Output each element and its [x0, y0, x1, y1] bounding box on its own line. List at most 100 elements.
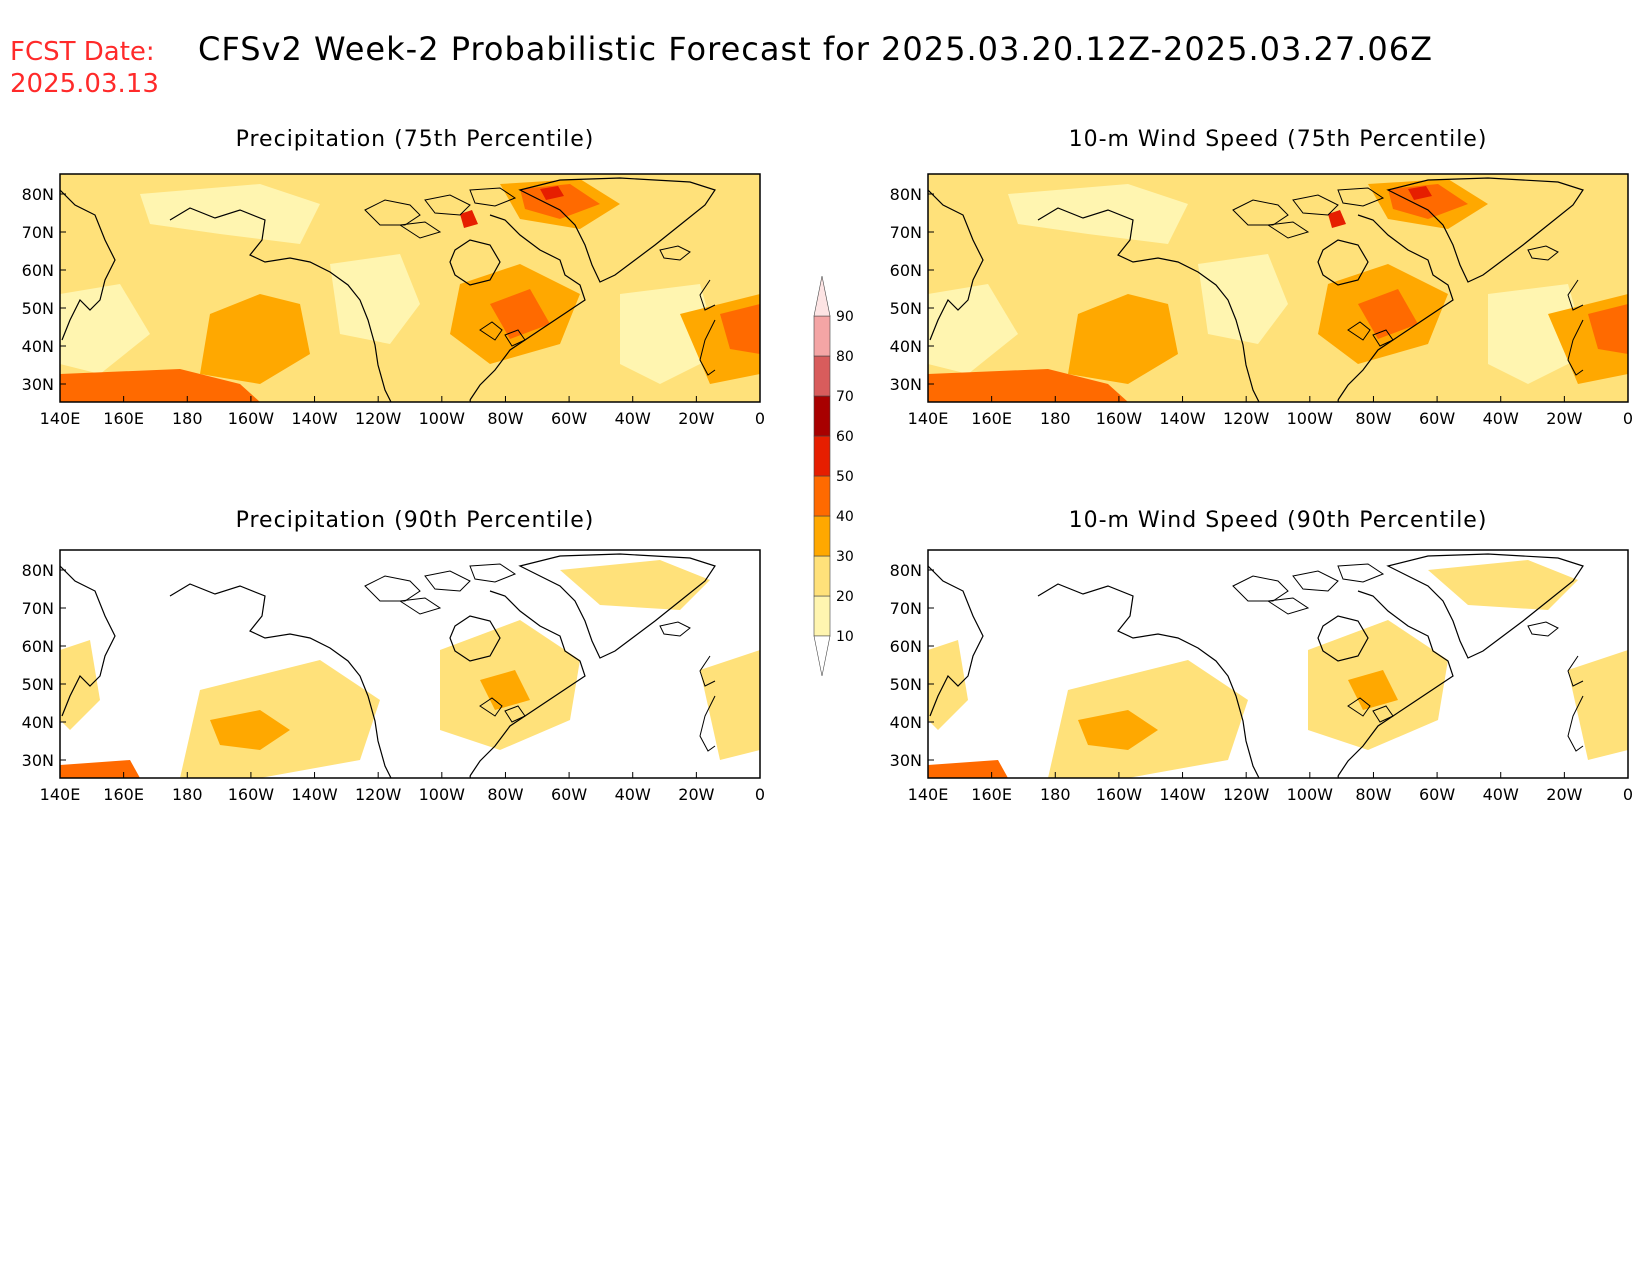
contour-fill: [60, 369, 260, 402]
colorbar-segment: [813, 555, 831, 597]
colorbar-segment: [813, 355, 831, 397]
lon-tick-label: 140E: [908, 409, 949, 428]
lat-tick-label: 80N: [22, 561, 54, 580]
lat-tick-label: 70N: [22, 223, 54, 242]
map-panel-p3: 80N 70N 60N 50N 40N 30N 140E 160E 180 160W 140W 120…: [22, 549, 765, 804]
colorbar-label: 20: [836, 589, 854, 605]
map-panel-p2: 80N 70N 60N 50N 40N 30N 140E 160E 180 160W 140W 120…: [890, 173, 1633, 428]
lat-tick-label: 60N: [22, 261, 54, 280]
colorbar-segment: [813, 515, 831, 557]
lon-tick-label: 160W: [228, 409, 275, 428]
forecast-date-label: FCST Date: 2025.03.13: [10, 36, 159, 100]
map-panel-p1: 80N 70N 60N 50N 40N 30N 140E 160E 180 160W 140W 120…: [22, 173, 765, 428]
lat-tick-label: 40N: [22, 337, 54, 356]
colorbar-segment: [813, 395, 831, 437]
lon-tick-label: 0: [1623, 409, 1633, 428]
lat-tick-label: 50N: [22, 675, 54, 694]
lon-tick-label: 140W: [1159, 785, 1206, 804]
lon-tick-label: 120W: [355, 409, 402, 428]
contour-fill: [720, 304, 760, 354]
lat-tick-label: 60N: [890, 261, 922, 280]
lon-tick-label: 40W: [615, 409, 651, 428]
contour-fill: [1488, 284, 1588, 384]
lat-tick-label: 80N: [890, 561, 922, 580]
lat-tick-label: 60N: [22, 637, 54, 656]
contour-fill: [540, 186, 564, 200]
lon-tick-label: 80W: [1355, 409, 1391, 428]
colorbar-label: 50: [836, 469, 854, 485]
contour-fill: [560, 560, 710, 610]
lon-tick-label: 160E: [103, 785, 144, 804]
lon-tick-label: 100W: [1287, 409, 1334, 428]
contour-fill: [928, 369, 1128, 402]
lon-tick-label: 80W: [487, 785, 523, 804]
contour-fill: [210, 710, 290, 750]
lon-tick-label: 180: [172, 785, 203, 804]
lat-tick-label: 50N: [22, 299, 54, 318]
colorbar-segment: [813, 475, 831, 517]
lat-tick-label: 70N: [22, 599, 54, 618]
map-panel-p4: 80N 70N 60N 50N 40N 30N 140E 160E 180 160W 140W 120…: [890, 549, 1633, 804]
lon-tick-label: 100W: [1287, 785, 1334, 804]
contour-fill: [1388, 184, 1468, 219]
colorbar-label: 60: [836, 429, 854, 445]
lon-tick-label: 140W: [1159, 409, 1206, 428]
lon-tick-label: 0: [755, 785, 765, 804]
lon-tick-label: 160W: [1096, 785, 1143, 804]
map-area: [928, 550, 1628, 778]
colorbar-label: 70: [836, 389, 854, 405]
lat-tick-label: 40N: [890, 337, 922, 356]
lat-tick-label: 50N: [890, 675, 922, 694]
lat-tick-label: 40N: [890, 713, 922, 732]
lon-tick-label: 40W: [1483, 785, 1519, 804]
contour-fill: [928, 760, 1008, 778]
colorbar: 10 20 30 40 50 60 70 80 90: [813, 275, 854, 677]
lon-tick-label: 140E: [40, 785, 81, 804]
contour-fill: [330, 254, 420, 344]
lon-tick-label: 60W: [1419, 409, 1455, 428]
lon-tick-label: 120W: [355, 785, 402, 804]
lat-tick-label: 70N: [890, 599, 922, 618]
lon-tick-label: 100W: [419, 409, 466, 428]
lon-tick-label: 20W: [678, 785, 714, 804]
lon-tick-label: 60W: [551, 785, 587, 804]
lon-tick-label: 0: [755, 409, 765, 428]
contour-fill: [1588, 304, 1628, 354]
lon-tick-label: 140E: [908, 785, 949, 804]
lon-tick-label: 80W: [1355, 785, 1391, 804]
contour-fill: [180, 660, 380, 778]
lon-tick-label: 180: [1040, 785, 1071, 804]
contour-fill: [1008, 184, 1188, 244]
lon-tick-label: 60W: [551, 409, 587, 428]
colorbar-label: 40: [836, 509, 854, 525]
lon-tick-label: 80W: [487, 409, 523, 428]
contour-fill: [520, 184, 600, 219]
colorbar-top-arrow: [813, 275, 831, 317]
lat-tick-label: 30N: [890, 375, 922, 394]
lon-tick-label: 140W: [291, 785, 338, 804]
contour-fill: [460, 210, 478, 228]
lon-tick-label: 180: [1040, 409, 1071, 428]
lon-tick-label: 40W: [1483, 409, 1519, 428]
lat-tick-label: 70N: [890, 223, 922, 242]
contour-fill: [620, 284, 720, 384]
contour-fill: [60, 640, 100, 730]
contour-fill: [1078, 710, 1158, 750]
colorbar-segment: [813, 595, 831, 637]
map-frame: [927, 173, 1629, 403]
fcst-date-value: 2025.03.13: [10, 69, 159, 99]
lon-tick-label: 60W: [1419, 785, 1455, 804]
contour-fill: [140, 184, 320, 244]
colorbar-segment: [813, 435, 831, 477]
map-frame: [927, 549, 1629, 779]
lat-tick-label: 30N: [22, 751, 54, 770]
lon-tick-label: 100W: [419, 785, 466, 804]
contour-fill: [1408, 186, 1432, 200]
contour-fill: [480, 670, 530, 710]
lat-tick-label: 30N: [22, 375, 54, 394]
lon-tick-label: 20W: [1546, 409, 1582, 428]
panel-title-precip-75: Precipitation (75th Percentile): [235, 127, 595, 152]
contour-fill: [60, 760, 140, 778]
contour-fill: [700, 650, 760, 760]
